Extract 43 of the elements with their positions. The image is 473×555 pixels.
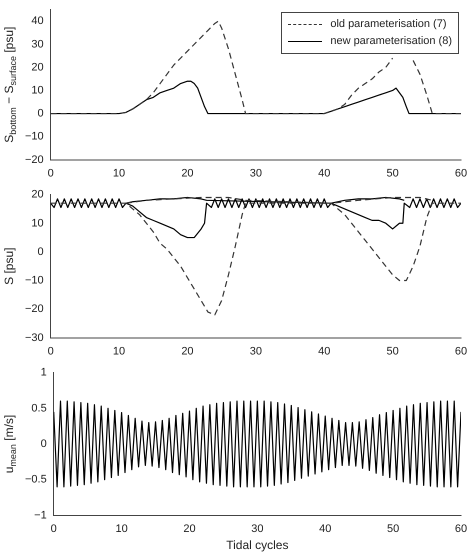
y-tick-label: −30 <box>24 332 44 344</box>
y-axis-title: Sbottom − Ssurface [psu] <box>2 26 18 143</box>
y-tick-label: −1 <box>34 509 47 522</box>
y-tick-label: −10 <box>24 274 44 287</box>
x-tick-label: 50 <box>386 345 399 358</box>
y-tick-label: 40 <box>31 15 44 28</box>
y-tick-label: 0 <box>40 438 47 450</box>
x-tick-label: 40 <box>319 523 332 536</box>
y-tick-label: 0 <box>38 108 44 120</box>
x-tick-label: 40 <box>318 345 330 358</box>
y-tick-label: 10 <box>31 217 44 230</box>
x-tick-label: 30 <box>250 345 262 358</box>
y-tick-label: 10 <box>31 84 44 97</box>
x-tick-label: 10 <box>112 167 126 180</box>
x-tick-label: 60 <box>454 167 468 180</box>
x-axis-title: Tidal cycles <box>226 538 288 552</box>
x-tick-label: 20 <box>181 345 194 358</box>
x-tick-label: 20 <box>181 167 194 180</box>
x-tick-label: 60 <box>454 345 468 358</box>
y-tick-label: 20 <box>31 188 44 201</box>
y-tick-label: 0 <box>38 246 44 258</box>
x-tick-label: 50 <box>386 167 399 180</box>
y-tick-label: −20 <box>24 154 44 166</box>
y-tick-label: −0.5 <box>24 474 47 486</box>
x-tick-label: 50 <box>386 523 400 536</box>
x-tick-label: 0 <box>50 523 57 536</box>
y-tick-label: 30 <box>31 38 44 50</box>
x-tick-label: 30 <box>250 167 262 180</box>
legend-label: new parameterisation (8) <box>330 35 452 48</box>
y-tick-label: 1 <box>40 366 47 379</box>
x-tick-label: 20 <box>183 523 196 536</box>
y-tick-label: 20 <box>31 61 44 74</box>
x-tick-label: 10 <box>112 345 126 358</box>
y-axis-title: S [psu] <box>2 248 16 285</box>
y-axis-title: umean [m/s] <box>2 414 18 474</box>
y-tick-label: −10 <box>24 130 44 143</box>
x-tick-label: 30 <box>251 523 264 536</box>
x-tick-label: 60 <box>454 523 468 536</box>
y-tick-label: 0.5 <box>31 402 47 414</box>
y-tick-label: −20 <box>24 303 44 316</box>
x-tick-label: 10 <box>115 523 128 536</box>
x-tick-label: 40 <box>318 167 330 180</box>
legend-label: old parameterisation (7) <box>330 18 446 30</box>
